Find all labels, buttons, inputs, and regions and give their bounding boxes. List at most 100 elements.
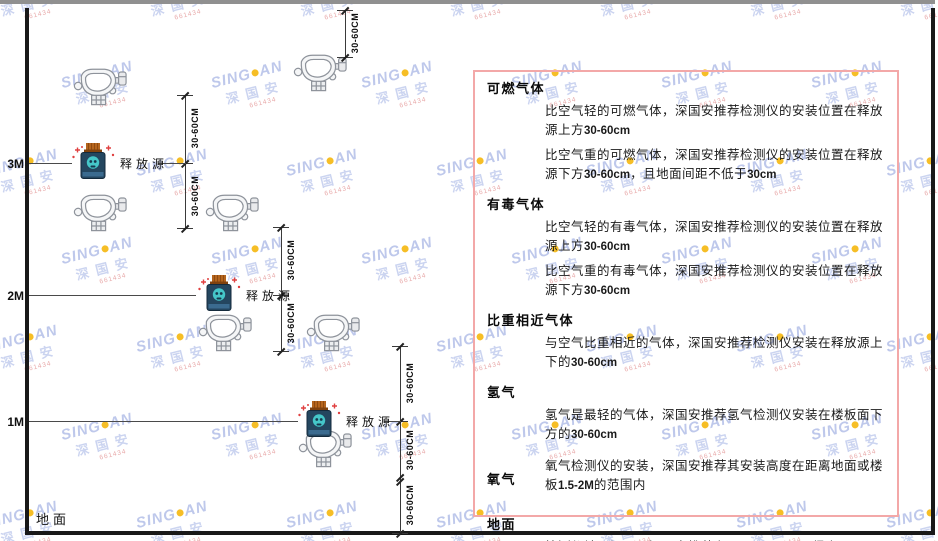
ceiling-line <box>0 0 935 4</box>
release-source-label: 释放源 <box>246 289 295 303</box>
section-paragraph: 与空气比重相近的气体，深国安推荐检测仪安装在释放源上下的30-60cm <box>545 334 885 373</box>
gas-detector <box>306 310 360 359</box>
left-wall-line <box>25 8 29 535</box>
gas-detector-icon <box>293 54 347 92</box>
dimension-label: 30-60CM <box>286 239 296 281</box>
watermark-contact: 661434 <box>23 360 53 374</box>
section-paragraph: 氢气是最轻的气体，深国安推荐氢气检测仪安装在楼板面下方的30-60cm <box>545 406 885 445</box>
section-paragraph: 比空气轻的可燃气体，深国安推荐检测仪的安装位置在释放源上方30-60cm <box>545 102 885 141</box>
dimension-line <box>281 227 282 351</box>
brand-dot-icon <box>250 244 260 254</box>
paragraph-text: 比空气轻的可燃气体，深国安推荐检测仪的安装位置在释放源上方 <box>545 104 884 137</box>
section-heading: 地面 <box>487 517 517 532</box>
gas-detector-icon <box>73 194 127 232</box>
gas-detector <box>73 64 127 113</box>
release-source <box>70 142 116 187</box>
watermark-contact: 661434 <box>323 184 353 198</box>
measurement-value: 30-60cm <box>584 125 631 137</box>
guide-section: 氧气 氧气检测仪的安装，深国安推荐其安装高度在距离地面或楼板1.5-2M的范围内 <box>487 457 885 496</box>
gas-detector-icon <box>205 194 259 232</box>
paragraph-text: 的范围内 <box>593 478 646 492</box>
measurement-value: 30-60cm <box>584 285 631 297</box>
brand-dot-icon <box>400 68 410 78</box>
watermark-brand-cn: 深国安 <box>149 517 212 541</box>
measurement-value: 30-60cm <box>571 429 618 441</box>
measurement-value: 30-60cm <box>584 169 631 181</box>
measurement-value: 1.5-2M <box>558 480 594 492</box>
section-paragraph: 比空气重的有毒气体，深国安推荐检测仪的安装位置在释放源下方30-60cm <box>545 262 885 301</box>
height-line-3m <box>29 163 72 164</box>
brand-dot-icon <box>250 68 260 78</box>
gas-detector-icon <box>306 314 360 352</box>
brand-dot-icon <box>175 332 185 342</box>
brand-dot-icon <box>400 244 410 254</box>
watermark-contact: 661434 <box>98 448 128 462</box>
dimension-connector <box>384 421 401 422</box>
watermark-brand-cn: 深国安 <box>74 429 137 459</box>
guide-section: 氢气氢气是最轻的气体，深国安推荐氢气检测仪安装在楼板面下方的30-60cm <box>487 382 885 445</box>
paragraph-text: 氧气检测仪的安装，深国安推荐其安装高度在距离地面或楼板 <box>545 459 884 492</box>
measurement-value: 30-60cm <box>584 241 631 253</box>
dimension-line <box>400 346 401 533</box>
watermark-brand-cn: 深国安 <box>74 253 137 283</box>
release-source-icon <box>298 401 341 437</box>
height-label-3m: 3M <box>7 157 24 171</box>
guide-panel: 可燃气体 比空气轻的可燃气体，深国安推荐检测仪的安装位置在释放源上方30-60cm… <box>473 70 899 541</box>
gas-detector-icon <box>298 430 352 468</box>
section-heading: 可燃气体 <box>487 81 546 96</box>
guide-section: 地面检测仪地面间距，深国安推荐在30-60cm，且不得小于30cm，因为过低容易… <box>487 514 885 541</box>
ground-label: 地面 <box>36 512 71 527</box>
watermark-contact: 661434 <box>23 8 53 22</box>
watermark-contact: 661434 <box>323 8 353 22</box>
gas-detector <box>293 50 347 99</box>
right-wall-line <box>931 8 935 535</box>
dimension-connector <box>158 163 186 164</box>
guide-section: 比重相近气体与空气比重相近的气体，深国安推荐检测仪安装在释放源上下的30-60c… <box>487 310 885 373</box>
dimension-label: 30-60CM <box>190 175 200 217</box>
ground-line <box>25 531 935 535</box>
dimension-label: 30-60CM <box>405 429 415 471</box>
height-label-1m: 1M <box>7 415 24 429</box>
dimension-label: 30-60CM <box>405 484 415 526</box>
gas-detector <box>73 190 127 239</box>
measurement-value: 30cm <box>747 169 777 181</box>
paragraph-text: 比空气重的有毒气体，深国安推荐检测仪的安装位置在释放源下方 <box>545 264 884 297</box>
gas-detector <box>205 190 259 239</box>
gas-detector-icon <box>198 314 252 352</box>
watermark-brand-cn: 深国安 <box>374 253 437 283</box>
section-heading: 氢气 <box>487 385 517 400</box>
gas-detector <box>298 426 352 475</box>
section-paragraph: 比空气轻的有毒气体，深国安推荐检测仪的安装位置在释放源上方30-60cm <box>545 218 885 257</box>
section-heading: 比重相近气体 <box>487 313 575 328</box>
height-label-2m: 2M <box>7 289 24 303</box>
height-line-1m <box>29 421 298 422</box>
watermark-contact: 661434 <box>623 8 653 22</box>
section-paragraph: 氧气检测仪的安装，深国安推荐其安装高度在距离地面或楼板1.5-2M的范围内 <box>545 457 885 496</box>
watermark-brand-cn: 深国安 <box>224 429 287 459</box>
release-source-icon <box>198 275 241 311</box>
guide-section: 可燃气体 比空气轻的可燃气体，深国安推荐检测仪的安装位置在释放源上方30-60cm… <box>487 78 885 185</box>
paragraph-text: ，且地面间距不低于 <box>630 167 748 181</box>
watermark-brand-cn: 深国安 <box>0 341 62 371</box>
dimension-label: 30-60CM <box>190 107 200 149</box>
dimension-label: 30-60CM <box>286 302 296 344</box>
